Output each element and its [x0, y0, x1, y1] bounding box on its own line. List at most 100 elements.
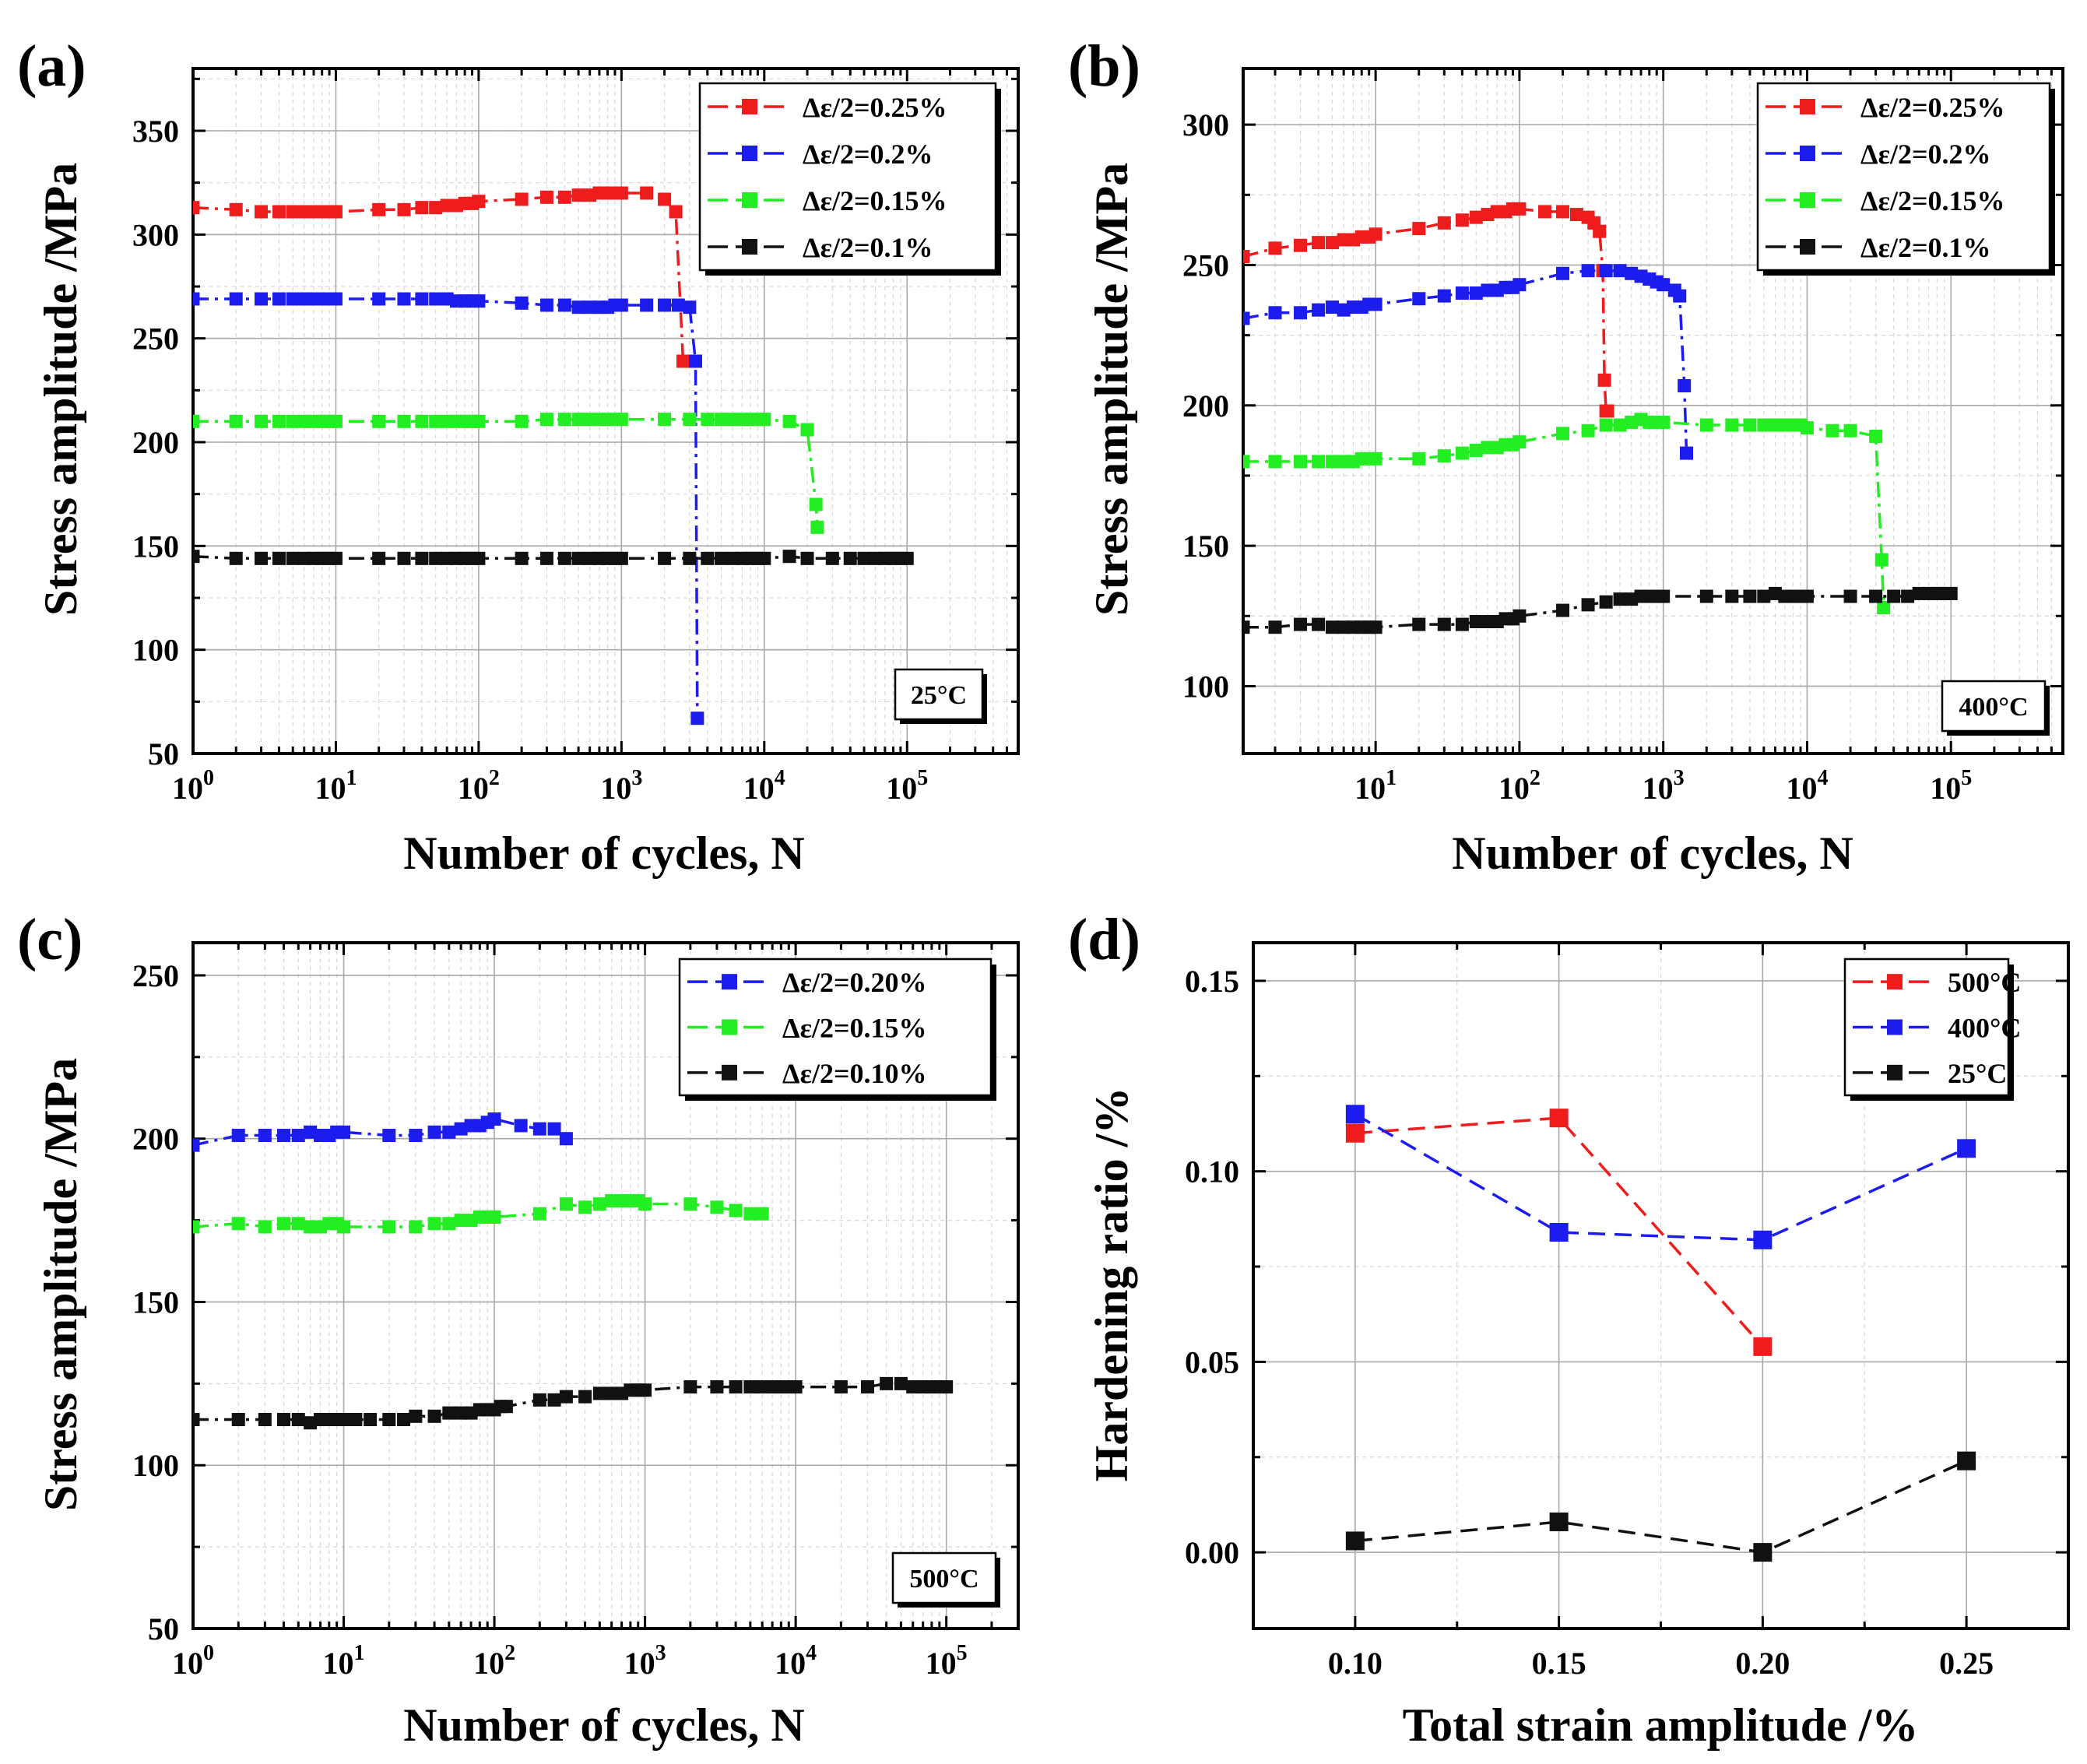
legend-marker — [1887, 974, 1903, 990]
data-point — [1753, 1543, 1773, 1562]
data-point — [1243, 311, 1250, 325]
x-tick-label: 105 — [1930, 766, 1972, 806]
data-point — [1556, 205, 1570, 219]
data-point — [578, 1200, 592, 1214]
data-point — [1412, 452, 1426, 466]
data-point — [1944, 586, 1958, 600]
data-point — [1294, 455, 1308, 469]
data-point — [442, 1125, 456, 1139]
panel-label: (a) — [17, 33, 86, 99]
data-point — [1657, 415, 1671, 429]
data-point — [571, 551, 585, 565]
panel-b-chart: 100 150 200 250 300 101 102 103 104 105 Number of … — [1068, 33, 2064, 879]
legend-marker — [722, 974, 737, 990]
data-point — [514, 1119, 528, 1133]
data-point — [1312, 303, 1326, 317]
legend-label: Δε/2=0.1% — [1860, 232, 1990, 263]
data-point — [557, 298, 571, 312]
y-tick-label: 150 — [132, 1284, 179, 1319]
data-point — [329, 414, 343, 428]
data-point — [539, 551, 553, 565]
data-point — [843, 551, 857, 565]
series-line — [1354, 1112, 1967, 1242]
legend-marker — [1800, 146, 1815, 161]
data-point — [1368, 620, 1383, 634]
data-point — [671, 298, 685, 312]
data-point — [515, 414, 529, 428]
data-point — [1268, 241, 1282, 255]
series-line — [1243, 417, 1885, 608]
data-point — [229, 414, 243, 428]
data-point — [1743, 418, 1757, 432]
y-axis-title: Stress amplitude /MPa — [1086, 163, 1137, 616]
legend-marker — [1887, 1019, 1903, 1035]
data-point — [1657, 278, 1671, 292]
temperature-note: 400°C — [1941, 680, 2050, 736]
temperature-note: 25°C — [894, 668, 987, 724]
data-point — [193, 1138, 200, 1152]
data-point — [557, 551, 571, 565]
data-point — [894, 1376, 908, 1390]
data-point — [1549, 1222, 1569, 1242]
series-line — [193, 417, 819, 528]
data-point — [286, 414, 300, 428]
y-tick-label: 0.15 — [1185, 964, 1239, 999]
y-tick-label: 200 — [1182, 388, 1229, 423]
y-tick-label: 0.00 — [1185, 1535, 1239, 1570]
data-point — [193, 550, 200, 564]
x-tick-label: 104 — [743, 766, 785, 806]
legend-label: Δε/2=0.15% — [782, 1013, 926, 1044]
data-point — [442, 1406, 456, 1420]
temperature-note: 500°C — [891, 1551, 1000, 1608]
legend-marker — [1800, 239, 1815, 255]
data-point — [193, 414, 200, 428]
data-point — [1743, 589, 1757, 603]
legend-marker — [1887, 1064, 1903, 1081]
data-point — [193, 1220, 200, 1234]
panel-label: (b) — [1068, 33, 1140, 99]
y-axis-title: Stress amplitude /MPa — [35, 1058, 86, 1511]
data-point — [304, 1125, 318, 1139]
axis-ticks — [191, 69, 1018, 755]
y-tick-label: 100 — [1182, 669, 1229, 704]
legend-label: Δε/2=0.15% — [803, 185, 947, 216]
data-point — [382, 1129, 396, 1143]
legend-label: Δε/2=0.2% — [1860, 139, 1990, 170]
data-point — [1600, 404, 1614, 418]
data-point — [429, 551, 443, 565]
data-point — [810, 520, 824, 534]
legend-label: Δε/2=0.25% — [803, 92, 947, 123]
data-point — [592, 1386, 606, 1400]
y-axis-title: Hardening ratio /% — [1086, 1088, 1137, 1482]
data-point — [442, 1217, 456, 1231]
data-point — [286, 292, 300, 306]
data-point — [1437, 449, 1451, 463]
data-point — [397, 202, 411, 216]
data-point — [757, 551, 771, 565]
data-point — [255, 292, 269, 306]
data-point — [1455, 213, 1469, 227]
data-point — [1725, 589, 1739, 603]
plot-frame — [191, 941, 1020, 1630]
data-point — [789, 1380, 803, 1394]
data-point — [701, 551, 715, 565]
data-point — [683, 413, 697, 427]
data-point — [472, 195, 486, 209]
grid-lines — [193, 69, 1018, 754]
data-point — [1412, 222, 1426, 236]
data-point — [1581, 598, 1595, 612]
data-point — [710, 1200, 724, 1214]
data-point — [1412, 617, 1426, 631]
data-point — [715, 413, 729, 427]
data-point — [658, 413, 672, 427]
data-point — [409, 1129, 423, 1143]
data-point — [1243, 620, 1250, 634]
data-point — [559, 1197, 573, 1211]
data-point — [1599, 264, 1613, 278]
data-point — [337, 1413, 351, 1427]
data-point — [547, 1393, 561, 1407]
data-point — [454, 1406, 468, 1420]
data-point — [571, 413, 585, 427]
data-point — [515, 192, 529, 206]
legend: Δε/2=0.25% Δε/2=0.2% Δε/2=0.15% Δε/2=0.1% — [698, 82, 1001, 276]
